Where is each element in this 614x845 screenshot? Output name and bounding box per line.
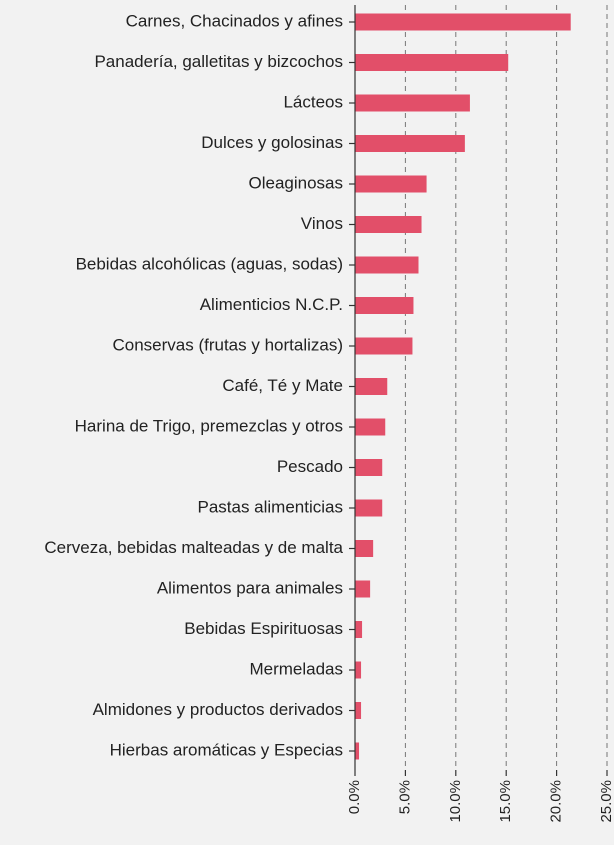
y-tick-label: Mermeladas	[249, 659, 343, 678]
bar	[355, 297, 414, 314]
y-tick-label: Pescado	[277, 457, 343, 476]
bar	[355, 621, 363, 638]
y-tick-label: Alimentos para animales	[157, 578, 343, 597]
bar	[355, 135, 465, 152]
bar	[355, 702, 362, 719]
y-tick-label: Almidones y productos derivados	[93, 700, 343, 719]
y-tick-label: Bebidas alcohólicas (aguas, sodas)	[76, 254, 343, 273]
bar	[355, 256, 419, 274]
bar	[355, 418, 386, 436]
bar	[355, 94, 470, 112]
bar	[355, 216, 422, 233]
y-tick-label: Panadería, galletitas y bizcochos	[94, 52, 343, 71]
y-tick-label: Hierbas aromáticas y Especias	[110, 740, 343, 759]
y-tick-label: Café, Té y Mate	[222, 376, 343, 395]
y-tick-label: Dulces y golosinas	[201, 133, 343, 152]
y-tick-label: Carnes, Chacinados y afines	[126, 11, 343, 30]
y-tick-label: Harina de Trigo, premezclas y otros	[75, 416, 343, 435]
y-tick-label: Vinos	[301, 214, 343, 233]
bar	[355, 742, 360, 760]
y-tick-label: Pastas alimenticias	[197, 497, 343, 516]
y-tick-label: Bebidas Espirituosas	[184, 619, 343, 638]
bar	[355, 337, 413, 355]
bar	[355, 13, 571, 31]
x-tick-label: 15.0%	[497, 780, 514, 823]
bar	[355, 54, 509, 71]
bar	[355, 175, 427, 193]
x-tick-label: 10.0%	[447, 780, 464, 823]
bar	[355, 499, 383, 517]
y-tick-label: Conservas (frutas y hortalizas)	[112, 335, 343, 354]
y-tick-label: Oleaginosas	[248, 173, 343, 192]
y-tick-label: Cerveza, bebidas malteadas y de malta	[44, 538, 343, 557]
y-tick-label: Lácteos	[283, 92, 343, 111]
x-tick-label: 0.0%	[346, 780, 363, 814]
bar	[355, 540, 374, 557]
y-tick-label: Alimenticios N.C.P.	[200, 295, 343, 314]
x-tick-label: 25.0%	[598, 780, 614, 823]
bar	[355, 661, 362, 679]
x-tick-label: 20.0%	[548, 780, 565, 823]
bar	[355, 378, 388, 395]
bar	[355, 580, 371, 598]
x-tick-label: 5.0%	[396, 780, 413, 814]
bar	[355, 459, 383, 476]
